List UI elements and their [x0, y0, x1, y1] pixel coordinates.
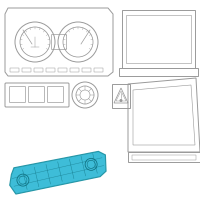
Circle shape: [120, 100, 122, 101]
Bar: [46, 68, 55, 72]
Bar: [10, 68, 19, 72]
Polygon shape: [10, 151, 106, 194]
Bar: [70, 68, 79, 72]
Bar: [82, 68, 91, 72]
Bar: [34, 68, 43, 72]
Bar: [94, 68, 103, 72]
Bar: [22, 68, 31, 72]
Bar: [58, 68, 67, 72]
